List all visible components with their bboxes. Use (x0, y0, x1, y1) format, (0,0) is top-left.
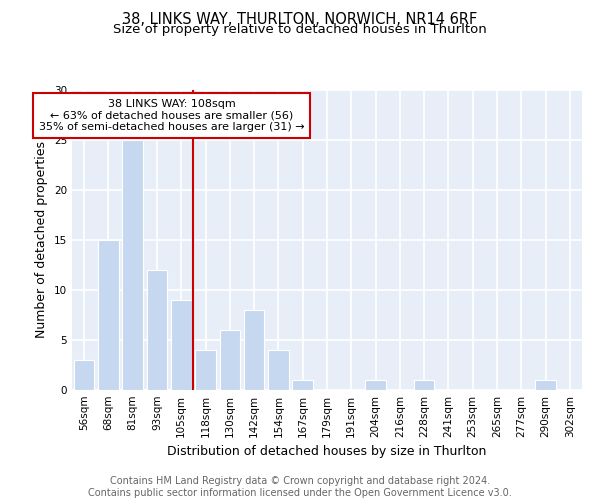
Bar (98, 240, 119, 390)
Bar (535, 380, 556, 390)
X-axis label: Distribution of detached houses by size in Thurlton: Distribution of detached houses by size … (167, 446, 487, 458)
Bar (220, 330, 240, 390)
Bar (244, 310, 265, 390)
Bar (414, 380, 434, 390)
Text: Size of property relative to detached houses in Thurlton: Size of property relative to detached ho… (113, 22, 487, 36)
Bar (365, 380, 386, 390)
Bar (171, 300, 191, 390)
Bar (195, 350, 216, 390)
Y-axis label: Number of detached properties: Number of detached properties (35, 142, 49, 338)
Bar (74, 360, 94, 390)
Text: 38 LINKS WAY: 108sqm
← 63% of detached houses are smaller (56)
35% of semi-detac: 38 LINKS WAY: 108sqm ← 63% of detached h… (38, 99, 304, 132)
Bar (268, 350, 289, 390)
Bar (292, 380, 313, 390)
Bar (146, 270, 167, 390)
Text: 38, LINKS WAY, THURLTON, NORWICH, NR14 6RF: 38, LINKS WAY, THURLTON, NORWICH, NR14 6… (122, 12, 478, 28)
Text: Contains HM Land Registry data © Crown copyright and database right 2024.
Contai: Contains HM Land Registry data © Crown c… (88, 476, 512, 498)
Bar (122, 140, 143, 390)
